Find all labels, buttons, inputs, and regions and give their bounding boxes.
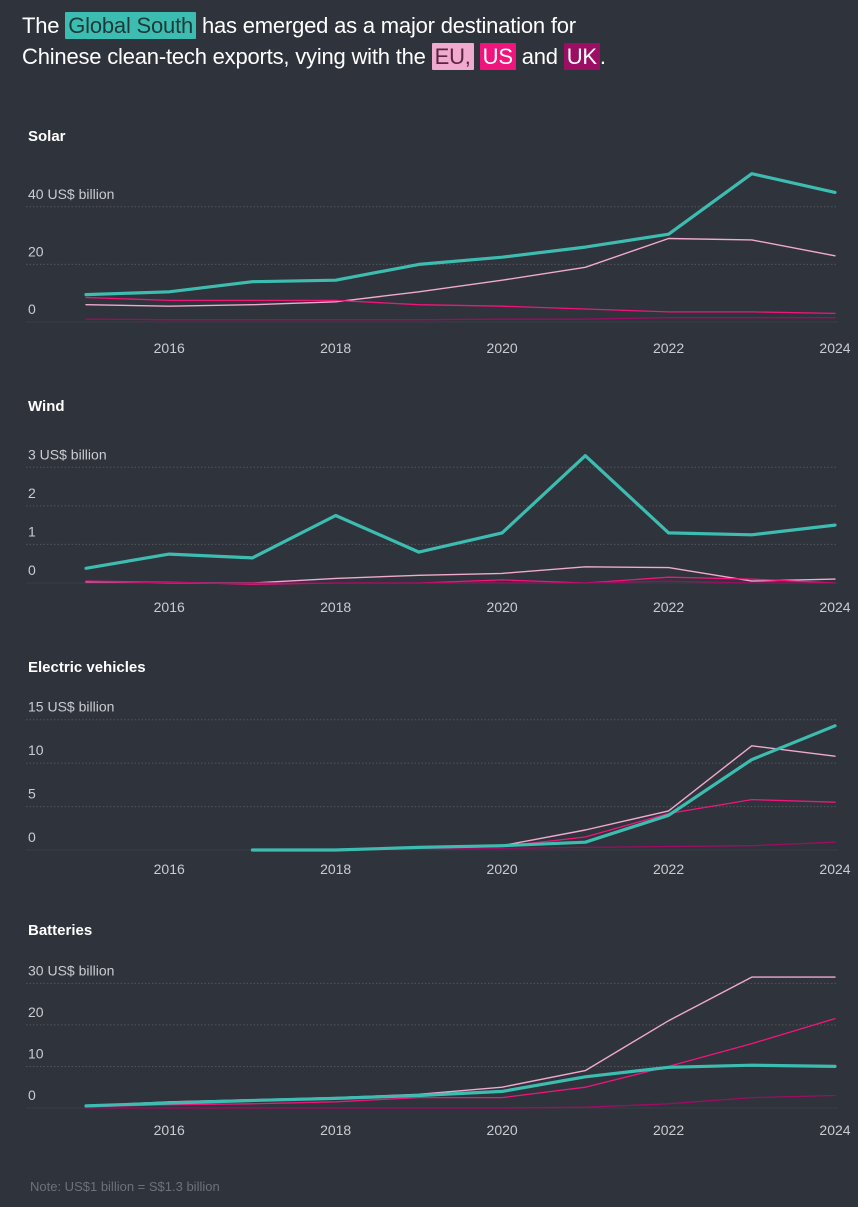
global-south-series-line [84,1063,837,1108]
x-tick-label: 2020 [487,599,518,615]
x-tick-label: 2016 [154,340,185,356]
x-tick-label: 2018 [320,340,351,356]
us-series-line [85,296,836,315]
eu-series-line [85,237,836,307]
headline-text: has emerged as a major destination for [196,13,576,38]
x-tick-label: 2022 [653,599,684,615]
x-tick-label: 2018 [320,599,351,615]
wind-chart: 0 1 2 3 US$ billion 2016 2018 2020 2022 2024 [26,446,851,615]
ev-panel-title: Electric vehicles [28,659,146,676]
uk-highlight: UK [563,43,600,70]
y-tick-label: 0 [28,829,36,845]
x-tick-label: 2022 [653,1122,684,1138]
x-tick-label: 2024 [819,599,850,615]
y-tick-label: 40 US$ billion [28,186,114,202]
x-tick-label: 2016 [154,861,185,877]
y-tick-label: 2 [28,485,36,501]
x-tick-label: 2020 [487,340,518,356]
y-tick-label: 20 [28,243,44,259]
batteries-panel-title: Batteries [28,922,93,939]
eu-highlight: EU, [431,43,474,70]
us-series-line [85,1017,836,1108]
wind-panel-title: Wind [28,398,65,415]
y-tick-label: 15 US$ billion [28,699,114,715]
global-south-highlight: Global South [65,12,197,39]
solar-chart: 0 20 40 US$ billion 2016 2018 2020 2022 2024 [26,172,851,356]
x-tick-label: 2016 [154,599,185,615]
y-tick-label: 10 [28,1045,44,1061]
us-highlight: US [479,43,516,70]
y-tick-label: 30 US$ billion [28,962,114,978]
eu-series-line [85,976,836,1107]
headline-text: . [599,44,606,69]
solar-panel-title: Solar [28,128,66,145]
uk-series-line [85,1094,836,1109]
y-tick-label: 5 [28,786,36,802]
y-tick-label: 1 [28,523,36,539]
global-south-series-line [84,454,837,570]
x-tick-label: 2022 [653,861,684,877]
batteries-chart: 0 10 20 30 US$ billion 2016 2018 2020 2022 2024 [26,962,851,1138]
x-tick-label: 2020 [487,1122,518,1138]
eu-series-line [85,566,836,584]
global-south-series-line [84,172,837,297]
x-tick-label: 2024 [819,340,850,356]
headline: The Global South has emerged as a major … [22,10,822,72]
x-tick-label: 2024 [819,861,850,877]
x-tick-label: 2018 [320,1122,351,1138]
headline-text: Chinese clean-tech exports, vying with t… [22,44,432,69]
y-tick-label: 0 [28,301,36,317]
x-tick-label: 2022 [653,340,684,356]
y-tick-label: 10 [28,742,44,758]
uk-series-line [85,580,836,584]
y-tick-label: 3 US$ billion [28,446,107,462]
x-tick-label: 2024 [819,1122,850,1138]
global-south-series-line [250,724,837,852]
uk-series-line [85,317,836,321]
x-tick-label: 2016 [154,1122,185,1138]
headline-text: and [515,44,564,69]
y-tick-label: 0 [28,1087,36,1103]
y-tick-label: 0 [28,562,36,578]
y-tick-label: 20 [28,1004,44,1020]
x-tick-label: 2018 [320,861,351,877]
headline-text: The [22,13,66,38]
electric-vehicles-chart: 0 5 10 15 US$ billion 2016 2018 2020 2022 2024 [26,699,851,877]
x-tick-label: 2020 [487,861,518,877]
footnote: Note: US$1 billion = S$1.3 billion [30,1179,220,1194]
